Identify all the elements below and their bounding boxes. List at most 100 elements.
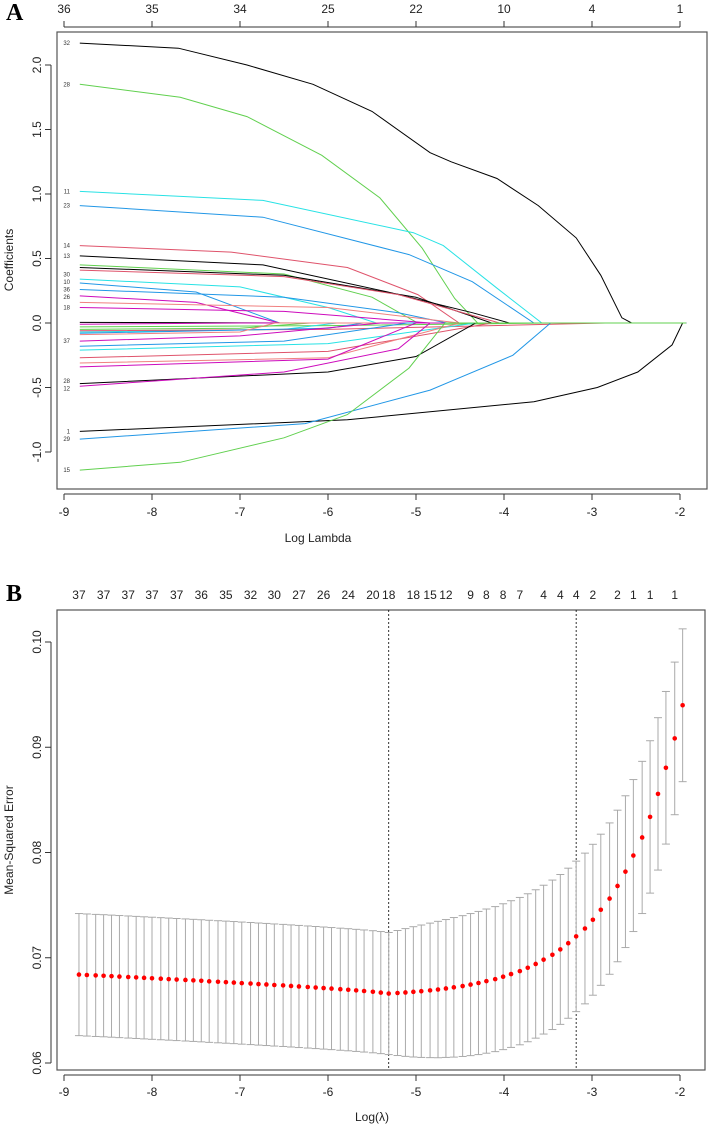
curve-label: 37 (63, 339, 70, 345)
top-tick-label-b: 37 (170, 588, 184, 602)
mse-point (460, 983, 465, 989)
coefficient-curve (79, 322, 687, 342)
top-tick-label-b: 37 (72, 588, 86, 602)
mse-point (361, 988, 367, 994)
y-tick-label-a: 1.5 (30, 121, 44, 138)
x-tick-label-a: -2 (675, 505, 686, 519)
x-tick-label-b: -2 (675, 1085, 686, 1099)
mse-point (623, 869, 628, 874)
mse-point (198, 978, 204, 984)
mse-point (239, 980, 245, 986)
mse-point (378, 990, 384, 995)
mse-point (125, 974, 131, 980)
curve-label: 12 (63, 387, 70, 393)
curve-label: 10 (63, 280, 70, 286)
curve-label: 36 (63, 288, 70, 294)
y-tick-label-a: -0.5 (30, 377, 44, 398)
top-tick-label-b: 18 (407, 588, 421, 602)
top-tick-label-b: 2 (590, 588, 597, 602)
mse-point (672, 736, 678, 741)
mse-point (647, 814, 653, 820)
axes-a: -9 -8 -7 -6 -5 -4 -3 -2 -1.0 -0.5 0.0 0.5 1.0 1.5 2.0 3… (30, 2, 686, 519)
mse-point (484, 978, 489, 984)
coefficient-curve (79, 42, 687, 324)
x-axis-title-a: Log Lambda (285, 531, 352, 545)
mse-point (607, 896, 612, 901)
mse-point (533, 961, 538, 967)
top-tick-label-b: 37 (145, 588, 159, 602)
plot-box-b (56, 609, 706, 1071)
panel-label-a: A (6, 0, 24, 26)
mse-point (492, 976, 498, 982)
mse-point (296, 984, 302, 989)
mse-point (403, 990, 408, 995)
mse-point (582, 926, 588, 931)
coefficient-curve (79, 269, 687, 324)
curve-label: 32 (63, 41, 70, 47)
mse-point (248, 981, 253, 986)
x-tick-label-b: -9 (59, 1085, 70, 1099)
mse-point (663, 765, 669, 771)
mse-point (631, 853, 636, 858)
mse-point (370, 989, 376, 995)
mse-point (435, 987, 441, 992)
top-tick-label-b: 1 (647, 588, 654, 602)
mse-point (565, 940, 571, 946)
mse-point (109, 973, 114, 979)
y-tick-label-a: 0.5 (30, 250, 44, 267)
mse-point (386, 991, 392, 996)
top-tick-label-b: 37 (97, 588, 111, 602)
mse-point (117, 974, 122, 979)
top-tick-label-a: 35 (145, 2, 159, 16)
coefficient-curve (79, 83, 687, 324)
mse-point (191, 978, 196, 983)
curve-label: 11 (64, 189, 71, 195)
y-tick-label-a: -1.0 (30, 441, 44, 462)
top-tick-label-b: 35 (219, 588, 233, 602)
top-tick-label-a: 4 (589, 2, 596, 16)
coefficient-curve (79, 322, 687, 440)
mse-point (84, 972, 90, 978)
top-tick-label-b: 24 (342, 588, 356, 602)
mse-point (411, 989, 416, 995)
lambda-reference-lines (388, 610, 577, 1070)
mse-points (76, 702, 685, 996)
y-axis-title-b: Mean-Squared Error (2, 785, 16, 894)
mse-point (321, 985, 326, 991)
mse-point (76, 972, 82, 977)
mse-point (338, 986, 343, 992)
panel-label-b: B (6, 581, 22, 607)
mse-point (353, 988, 359, 993)
x-tick-label-a: -6 (323, 505, 334, 519)
mse-point (680, 702, 685, 708)
mse-point (133, 975, 139, 980)
coefficient-curve (79, 322, 687, 387)
y-tick-label-b: 0.07 (30, 946, 44, 970)
mse-point (305, 984, 311, 990)
x-tick-label-b: -5 (411, 1085, 422, 1099)
mse-point (256, 981, 261, 987)
x-tick-label-b: -3 (587, 1085, 598, 1099)
curve-label: 28 (63, 379, 70, 385)
x-tick-label-a: -9 (59, 505, 70, 519)
curve-label: 14 (63, 244, 70, 250)
top-tick-label-b: 7 (516, 588, 523, 602)
top-tick-label-b: 27 (292, 588, 306, 602)
mse-point (158, 976, 164, 981)
top-tick-label-b: 37 (122, 588, 136, 602)
mse-point (558, 947, 563, 952)
top-tick-label-a: 25 (321, 2, 335, 16)
axes-b: -9 -8 -7 -6 -5 -4 -3 -2 0.06 0.07 0.08 0.09 0.10 37 37… (30, 588, 686, 1099)
mse-point (590, 917, 596, 923)
top-tick-label-b: 9 (467, 588, 474, 602)
y-tick-label-b: 0.10 (30, 630, 44, 654)
x-tick-label-b: -8 (147, 1085, 158, 1099)
top-tick-label-b: 30 (268, 588, 282, 602)
mse-point (206, 979, 212, 984)
mse-point (615, 883, 620, 889)
mse-point (476, 980, 481, 986)
y-tick-label-a: 0.0 (30, 314, 44, 331)
